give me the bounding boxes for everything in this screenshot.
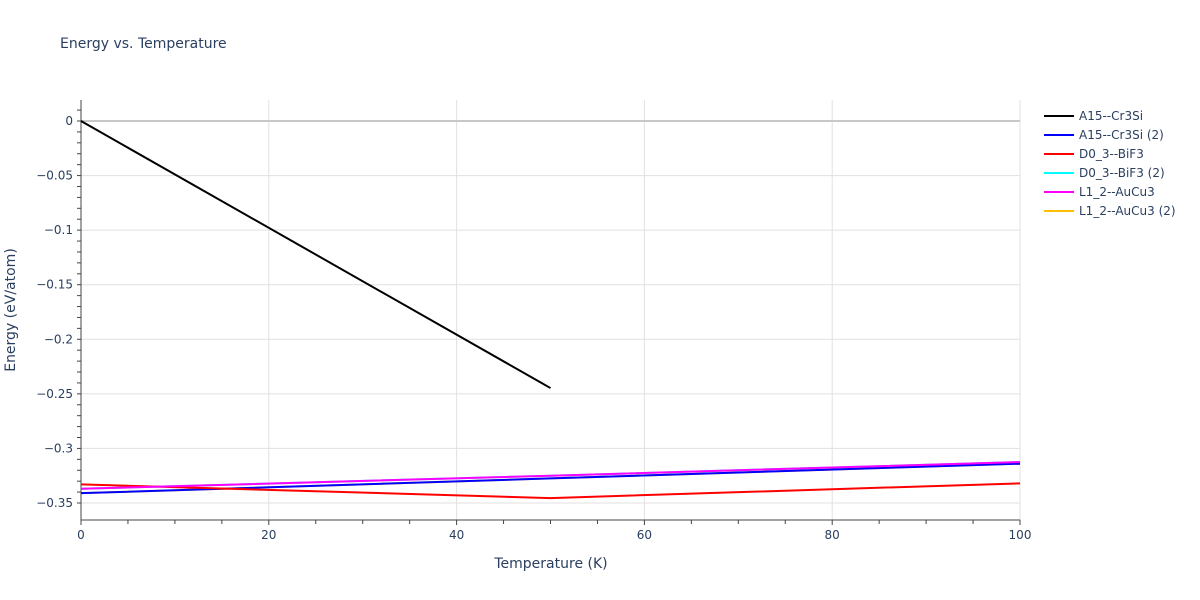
y-tick-label: −0.25 bbox=[36, 387, 73, 401]
x-axis-title: Temperature (K) bbox=[493, 556, 607, 572]
legend: A15--Cr3Si A15--Cr3Si (2) D0_3--BiF3 D0_… bbox=[1044, 106, 1176, 220]
legend-swatch-icon bbox=[1044, 152, 1074, 155]
y-tick-label: −0.3 bbox=[44, 441, 73, 455]
legend-label: D0_3--BiF3 bbox=[1079, 146, 1144, 161]
legend-swatch-icon bbox=[1044, 209, 1074, 212]
series-lines bbox=[80, 120, 1021, 500]
x-tick-label: 20 bbox=[261, 528, 276, 542]
y-tick-label: −0.05 bbox=[36, 169, 73, 183]
series-line[interactable] bbox=[80, 461, 1021, 490]
legend-label: A15--Cr3Si bbox=[1079, 108, 1144, 123]
legend-item[interactable]: D0_3--BiF3 bbox=[1044, 144, 1176, 163]
y-axis-title: Energy (eV/atom) bbox=[3, 248, 19, 372]
legend-label: A15--Cr3Si (2) bbox=[1079, 127, 1164, 142]
axes: 0 20 40 60 80 100 0 −0.05 −0.1 −0.15 −0.2 −0.25 −0.3… bbox=[36, 100, 1031, 542]
gridlines bbox=[81, 100, 1021, 520]
y-tick-label: −0.15 bbox=[36, 278, 73, 292]
y-tick-label: −0.2 bbox=[44, 332, 73, 346]
x-tick-label: 100 bbox=[1009, 528, 1032, 542]
legend-item[interactable]: A15--Cr3Si (2) bbox=[1044, 125, 1176, 144]
legend-label: L1_2--AuCu3 (2) bbox=[1079, 203, 1176, 218]
legend-item[interactable]: A15--Cr3Si bbox=[1044, 106, 1176, 125]
chart-title: Energy vs. Temperature bbox=[60, 36, 227, 52]
x-tick-label: 0 bbox=[77, 528, 85, 542]
series-line[interactable] bbox=[80, 482, 1021, 500]
x-tick-label: 40 bbox=[449, 528, 464, 542]
legend-swatch-icon bbox=[1044, 190, 1074, 193]
y-tick-label: −0.1 bbox=[44, 223, 73, 237]
legend-item[interactable]: L1_2--AuCu3 (2) bbox=[1044, 201, 1176, 220]
y-tick-label: 0 bbox=[65, 114, 73, 128]
series-line[interactable] bbox=[80, 120, 551, 389]
legend-label: D0_3--BiF3 (2) bbox=[1079, 165, 1165, 180]
legend-swatch-icon bbox=[1044, 171, 1074, 174]
legend-item[interactable]: D0_3--BiF3 (2) bbox=[1044, 163, 1176, 182]
x-tick-label: 60 bbox=[637, 528, 652, 542]
y-tick-label: −0.35 bbox=[36, 496, 73, 510]
legend-swatch-icon bbox=[1044, 133, 1074, 136]
legend-swatch-icon bbox=[1044, 114, 1074, 117]
legend-label: L1_2--AuCu3 bbox=[1079, 184, 1155, 199]
x-tick-label: 80 bbox=[825, 528, 840, 542]
legend-item[interactable]: L1_2--AuCu3 bbox=[1044, 182, 1176, 201]
